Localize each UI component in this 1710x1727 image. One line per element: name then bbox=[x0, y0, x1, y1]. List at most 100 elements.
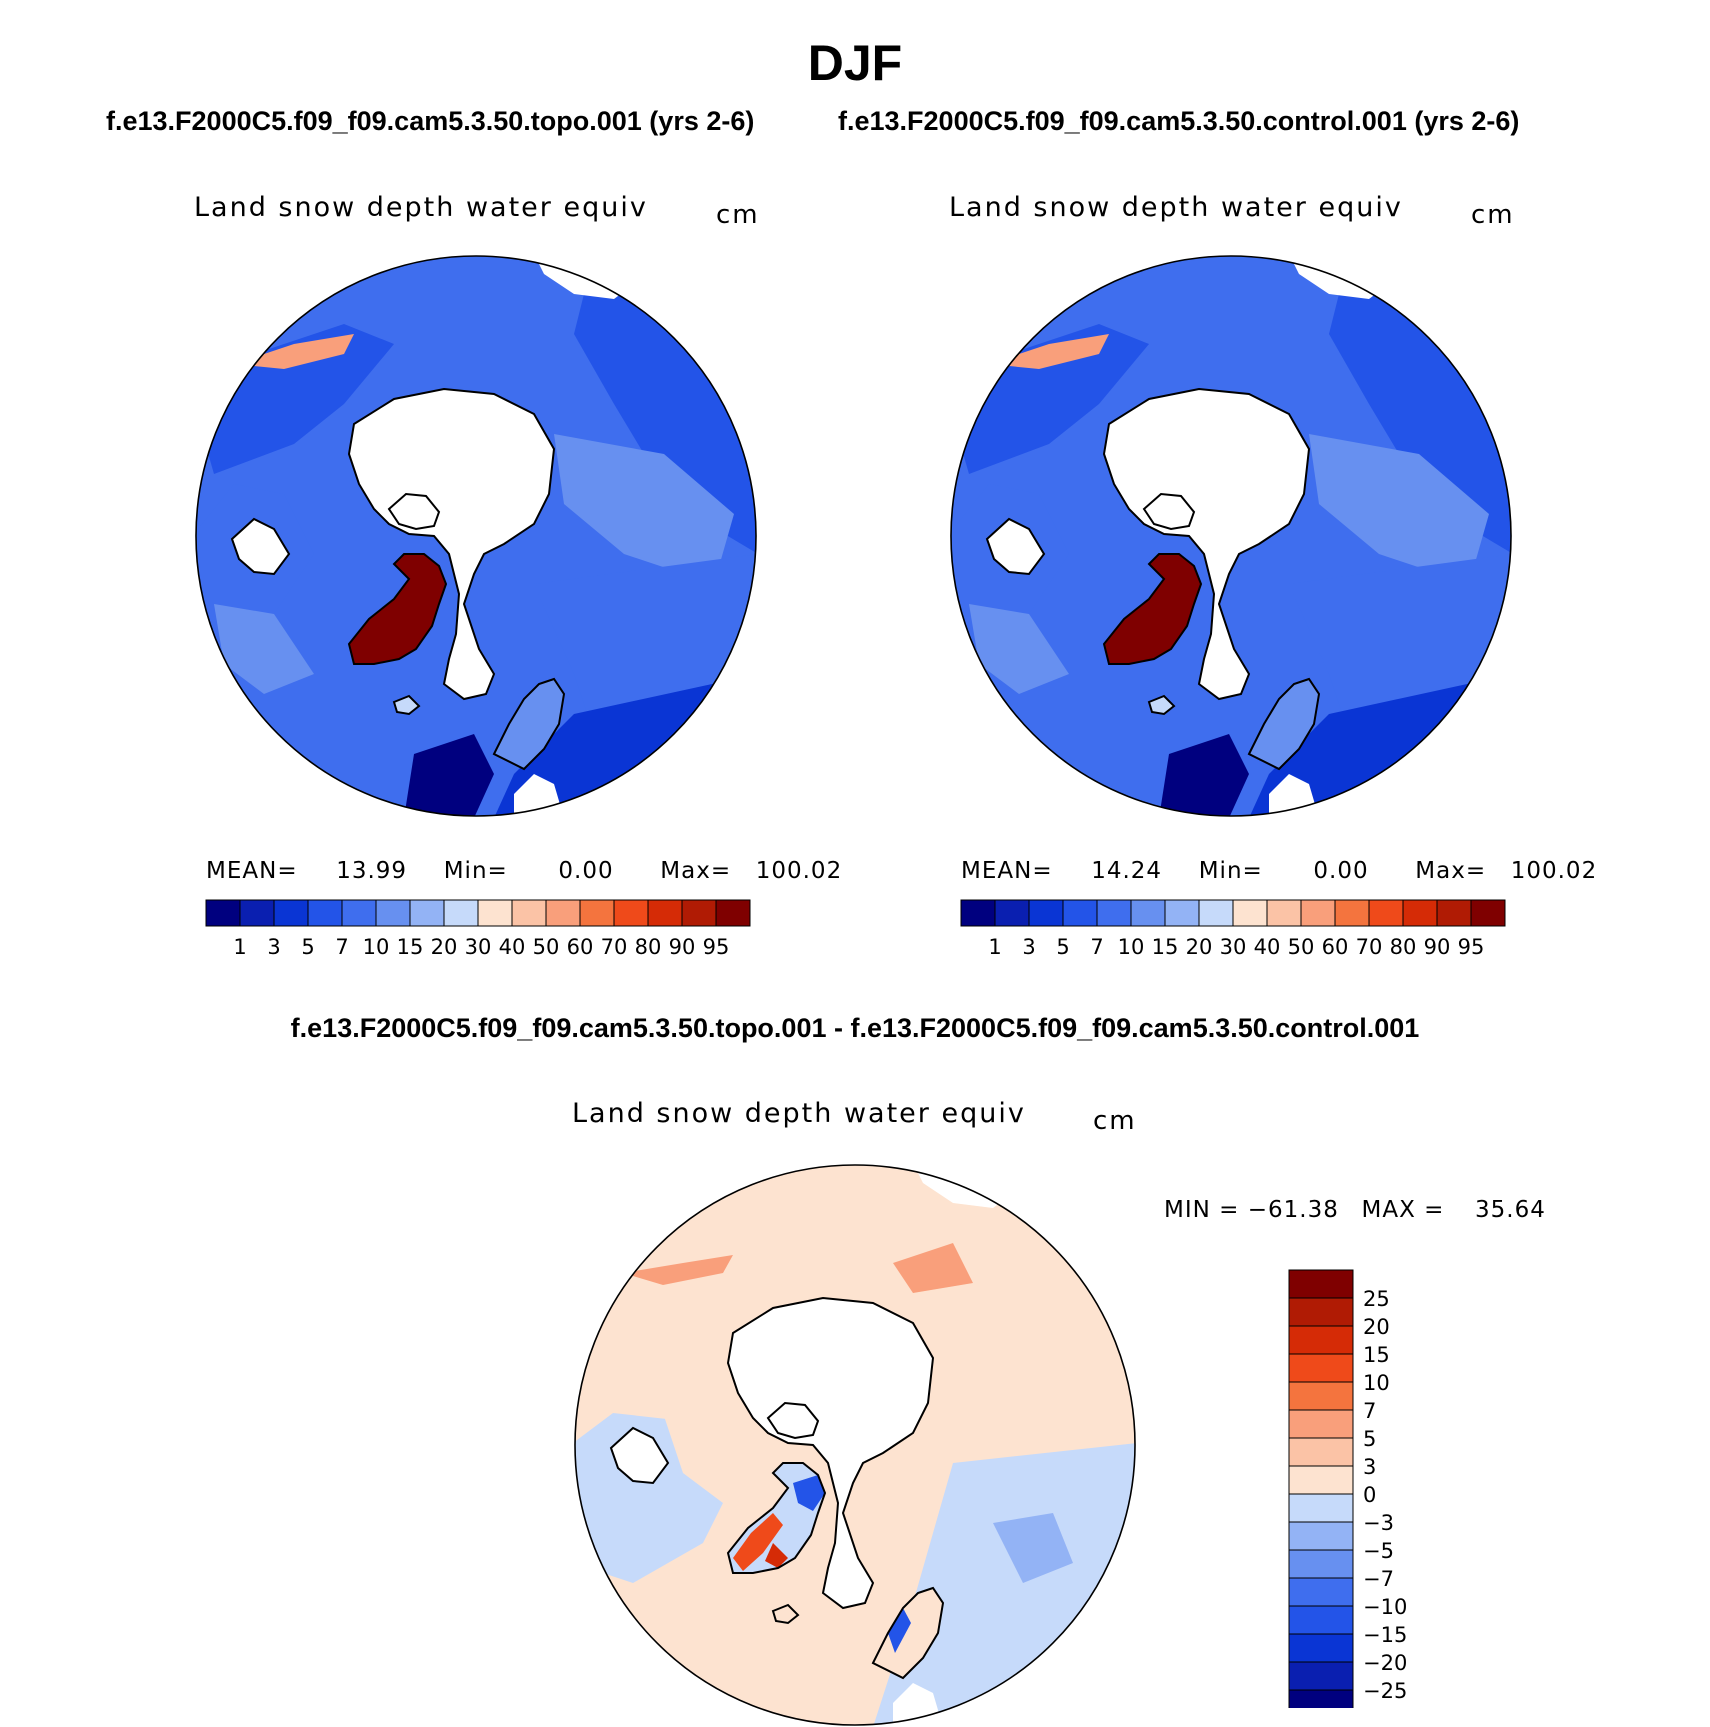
topo-mean-value: 13.99 bbox=[336, 858, 408, 884]
topo-colorbar-swatch bbox=[647, 899, 683, 927]
topo-colorbar-tick-label: 20 bbox=[431, 935, 458, 959]
diff-snow-region bbox=[765, 1543, 788, 1568]
topo-colorbar-tick-label: 7 bbox=[335, 935, 348, 959]
control-colorbar-swatch bbox=[1266, 899, 1302, 927]
topo-colorbar-swatch bbox=[477, 899, 513, 927]
diff-colorbar-tick-label: −15 bbox=[1363, 1623, 1407, 1647]
diff-coastline bbox=[726, 1296, 935, 1610]
diff-colorbar-tick-label: −3 bbox=[1363, 1511, 1394, 1535]
topo-map-border bbox=[195, 255, 757, 817]
control-colorbar-tick-label: 1 bbox=[988, 935, 1001, 959]
control-arctic-ocean bbox=[1104, 389, 1309, 699]
diff-colorbar-swatch bbox=[1288, 1437, 1354, 1467]
topo-min-value: 0.00 bbox=[558, 858, 614, 884]
diff-colorbar-swatch bbox=[1288, 1633, 1354, 1663]
diff-min-value: −61.38 bbox=[1247, 1197, 1339, 1223]
control-colorbar-swatch bbox=[1096, 899, 1132, 927]
control-colorbar-tick-label: 5 bbox=[1056, 935, 1069, 959]
diff-colorbar-tick-label: 25 bbox=[1363, 1287, 1390, 1311]
topo-snow-region bbox=[196, 324, 394, 474]
diff-colorbar-tick-label: −5 bbox=[1363, 1539, 1394, 1563]
diff-colorbar-swatch bbox=[1288, 1465, 1354, 1495]
diff-colorbar-swatch bbox=[1288, 1605, 1354, 1635]
topo-snow-region bbox=[214, 604, 314, 694]
control-snow-region bbox=[1309, 434, 1489, 584]
diff-colorbar-tick-label: 3 bbox=[1363, 1455, 1376, 1479]
topo-hudson-bay bbox=[230, 517, 291, 576]
diff-snow-region bbox=[888, 1608, 911, 1653]
diff-snow-map bbox=[574, 1164, 1136, 1726]
topo-variable-title: Land snow depth water equiv bbox=[194, 192, 648, 223]
diff-coastline bbox=[766, 1401, 820, 1440]
control-colorbar-swatch bbox=[1470, 899, 1506, 927]
diff-stats: MIN = −61.38 MAX = 35.64 bbox=[1164, 1197, 1546, 1223]
control-max-label: Max= bbox=[1415, 858, 1487, 884]
control-colorbar-swatch bbox=[1232, 899, 1268, 927]
diff-colorbar: 25 20 15 10 7 5 3 0 −3 −5 −7 −10 −15 −20 −25 bbox=[1288, 1269, 1407, 1708]
control-colorbar-tick-label: 60 bbox=[1322, 935, 1349, 959]
diff-coastline bbox=[871, 1586, 945, 1680]
diff-colorbar-swatch bbox=[1288, 1689, 1354, 1708]
topo-colorbar-tick-label: 90 bbox=[669, 935, 696, 959]
diff-snow-region bbox=[663, 1403, 773, 1503]
control-variable-title: Land snow depth water equiv bbox=[949, 192, 1403, 223]
diff-colorbar-swatch bbox=[1288, 1325, 1354, 1355]
control-map-border bbox=[950, 255, 1512, 817]
topo-colorbar-tick-label: 80 bbox=[635, 935, 662, 959]
diff-colorbar-tick-label: 7 bbox=[1363, 1399, 1376, 1423]
diff-colorbar-tick-label: −10 bbox=[1363, 1595, 1407, 1619]
control-snow-region bbox=[951, 324, 1149, 474]
control-stats: MEAN= 14.24 Min= 0.00 Max= 100.02 bbox=[961, 858, 1597, 884]
diff-colorbar-swatch bbox=[1288, 1269, 1354, 1299]
control-colorbar-tick-label: 80 bbox=[1390, 935, 1417, 959]
control-colorbar-swatch bbox=[960, 899, 996, 927]
topo-arctic-ocean bbox=[349, 389, 554, 699]
control-coastline bbox=[1147, 694, 1176, 716]
control-case-title: f.e13.F2000C5.f09_f09.cam5.3.50.control.… bbox=[838, 106, 1520, 136]
topo-coastline bbox=[347, 387, 556, 701]
diff-arctic-ocean bbox=[728, 1298, 933, 1608]
control-coastline bbox=[1142, 492, 1196, 531]
topo-colorbar-swatch bbox=[579, 899, 615, 927]
topo-units: cm bbox=[716, 200, 760, 230]
control-colorbar-tick-label: 30 bbox=[1220, 935, 1247, 959]
control-colorbar-tick-label: 10 bbox=[1118, 935, 1145, 959]
control-max-value: 100.02 bbox=[1510, 858, 1598, 884]
diff-case-title: f.e13.F2000C5.f09_f09.cam5.3.50.topo.001… bbox=[290, 1013, 1420, 1043]
control-colorbar: 1 3 5 7 10 15 20 30 40 50 60 70 80 90 95 bbox=[960, 899, 1506, 959]
topo-colorbar-tick-label: 10 bbox=[363, 935, 390, 959]
control-colorbar-tick-label: 70 bbox=[1356, 935, 1383, 959]
control-colorbar-tick-label: 15 bbox=[1152, 935, 1179, 959]
control-snow-region bbox=[969, 604, 1069, 694]
control-colorbar-tick-label: 3 bbox=[1022, 935, 1035, 959]
diff-max-value: 35.64 bbox=[1475, 1197, 1546, 1223]
diff-colorbar-tick-label: −20 bbox=[1363, 1651, 1407, 1675]
diff-colorbar-swatch bbox=[1288, 1381, 1354, 1411]
diff-snow-region bbox=[993, 1513, 1073, 1583]
control-colorbar-tick-label: 7 bbox=[1090, 935, 1103, 959]
control-colorbar-tick-label: 95 bbox=[1458, 935, 1485, 959]
topo-colorbar: 1 3 5 7 10 15 20 30 40 50 60 70 80 90 95 bbox=[205, 899, 751, 959]
control-mean-value: 14.24 bbox=[1091, 858, 1163, 884]
diff-colorbar-tick-label: 20 bbox=[1363, 1315, 1390, 1339]
control-min-value: 0.00 bbox=[1313, 858, 1369, 884]
diff-snow-region bbox=[793, 1475, 825, 1511]
topo-snow-region bbox=[234, 334, 354, 369]
control-colorbar-tick-label: 50 bbox=[1288, 935, 1315, 959]
diff-snow-region bbox=[873, 1588, 943, 1678]
control-snow-map bbox=[950, 255, 1512, 817]
control-snow-region bbox=[1159, 734, 1249, 816]
topo-coastline bbox=[492, 677, 566, 771]
diff-colorbar-tick-label: −25 bbox=[1363, 1679, 1407, 1703]
control-snow-region bbox=[1104, 554, 1201, 664]
topo-colorbar-tick-label: 40 bbox=[499, 935, 526, 959]
topo-colorbar-swatch bbox=[409, 899, 445, 927]
control-colorbar-swatch bbox=[1436, 899, 1472, 927]
control-colorbar-tick-label: 20 bbox=[1186, 935, 1213, 959]
diff-colorbar-swatch bbox=[1288, 1409, 1354, 1439]
topo-colorbar-tick-label: 5 bbox=[301, 935, 314, 959]
control-min-label: Min= bbox=[1198, 858, 1263, 884]
diff-colorbar-swatch bbox=[1288, 1297, 1354, 1327]
control-colorbar-swatch bbox=[1164, 899, 1200, 927]
topo-colorbar-swatch bbox=[375, 899, 411, 927]
